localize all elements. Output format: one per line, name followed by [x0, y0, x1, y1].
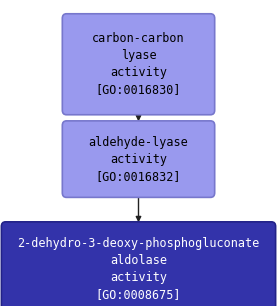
FancyBboxPatch shape: [62, 14, 215, 115]
Text: carbon-carbon
lyase
activity
[GO:0016830]: carbon-carbon lyase activity [GO:0016830…: [92, 32, 185, 96]
FancyBboxPatch shape: [62, 121, 215, 197]
Text: aldehyde-lyase
activity
[GO:0016832]: aldehyde-lyase activity [GO:0016832]: [89, 136, 188, 183]
Text: 2-dehydro-3-deoxy-phosphogluconate
aldolase
activity
[GO:0008675]: 2-dehydro-3-deoxy-phosphogluconate aldol…: [17, 237, 260, 301]
FancyBboxPatch shape: [1, 222, 276, 306]
